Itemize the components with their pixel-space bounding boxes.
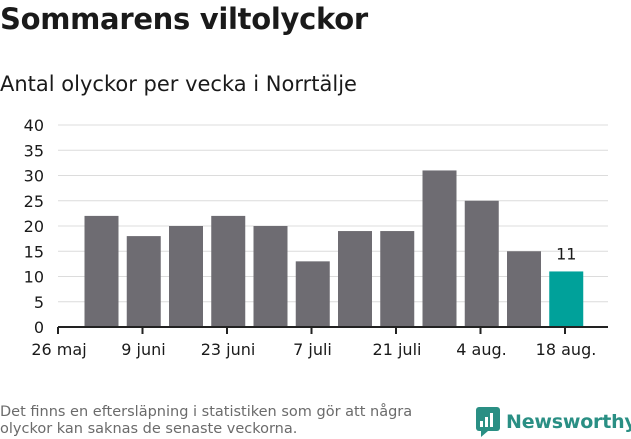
y-tick-label: 25 — [24, 192, 44, 211]
newsworthy-logo-icon — [476, 407, 500, 437]
y-tick-label: 15 — [24, 242, 44, 261]
y-tick-label: 30 — [24, 167, 44, 186]
y-tick-label: 40 — [24, 116, 44, 135]
bar — [507, 251, 541, 327]
x-tick-label: 23 juni — [201, 340, 256, 359]
brand[interactable]: Newsworthy — [476, 407, 631, 437]
brand-name: Newsworthy — [506, 411, 631, 433]
bar — [211, 215, 246, 327]
bar — [84, 215, 119, 327]
y-tick-label: 35 — [24, 141, 44, 160]
x-tick-label: 4 aug. — [456, 340, 506, 359]
bar — [169, 226, 203, 327]
bar — [126, 236, 161, 327]
bar — [338, 231, 372, 327]
x-tick-label: 26 maj — [31, 340, 86, 359]
bar — [295, 261, 330, 327]
x-tick-label: 18 aug. — [536, 340, 597, 359]
bar — [380, 231, 415, 327]
bar-value-label: 11 — [556, 244, 576, 263]
chart-title: Sommarens viltolyckor — [0, 2, 368, 36]
y-tick-label: 5 — [34, 293, 44, 312]
bar — [253, 226, 288, 327]
bar — [464, 200, 499, 327]
x-tick-label: 9 juni — [121, 340, 165, 359]
y-tick-label: 20 — [24, 217, 44, 236]
y-tick-label: 0 — [34, 318, 44, 337]
bar — [422, 170, 457, 327]
bar-chart: 0 5 10 15 20 25 30 35 40 11 26 maj 9 juni 23 juni 7 j… — [24, 116, 608, 359]
y-tick-label: 10 — [24, 268, 44, 287]
footnote: Det finns en eftersläpning i statistiken… — [0, 404, 413, 437]
bar-highlight — [549, 271, 584, 327]
x-tick-label: 7 juli — [293, 340, 332, 359]
chart-subtitle: Antal olyckor per vecka i Norrtälje — [0, 72, 357, 96]
x-tick-label: 21 juli — [373, 340, 422, 359]
